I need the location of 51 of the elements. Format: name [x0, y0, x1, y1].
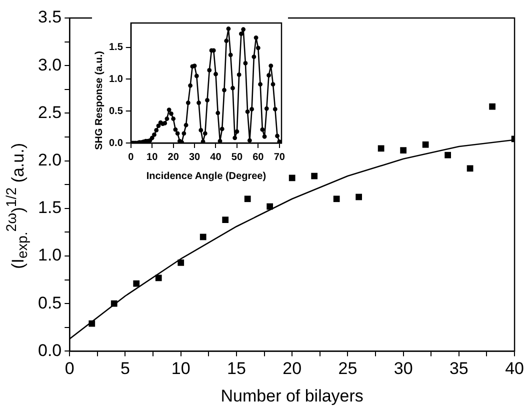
y-tick-label: 1.5	[108, 42, 124, 54]
point	[200, 234, 206, 240]
point	[178, 259, 184, 266]
y-tick-label: 0.5	[38, 293, 62, 312]
x-tick-label: 35	[449, 359, 468, 378]
point	[266, 203, 274, 210]
point	[88, 320, 96, 327]
x-tick-label: 40	[505, 359, 524, 378]
x-tick-label: 50	[231, 152, 243, 163]
point	[400, 147, 406, 154]
x-tick-label: 10	[171, 359, 190, 378]
x-tick-label: 0	[128, 152, 134, 163]
x-tick-label: 30	[394, 359, 413, 378]
y-tick-label: 0.0	[38, 340, 62, 360]
point	[110, 300, 118, 307]
x-axis-title: Number of bilayers	[220, 386, 364, 406]
x-tick-label: 20	[168, 152, 180, 163]
point	[244, 196, 251, 202]
y-tick-label: 2.0	[38, 150, 62, 170]
point	[311, 172, 318, 180]
y-tick-label: 1.5	[38, 198, 62, 218]
y-tick-label: 0.0	[108, 138, 124, 149]
point	[444, 152, 451, 158]
x-tick-label: 25	[338, 359, 358, 378]
y-tick-label: 3.0	[38, 55, 62, 74]
point	[222, 216, 229, 224]
point	[356, 194, 362, 200]
y-tick-label: 0.5	[108, 106, 124, 117]
point	[333, 196, 340, 202]
point	[422, 141, 429, 148]
point	[489, 103, 496, 110]
point	[466, 165, 474, 172]
y-tick-label: 3.5	[38, 8, 62, 27]
x-tick-label: 20	[282, 359, 302, 378]
x-tick-label: 60	[252, 152, 264, 163]
x-tick-label: 15	[227, 359, 246, 378]
x-tick-label: 0	[64, 359, 74, 378]
y-tick-label: 1.0	[108, 74, 124, 85]
point	[155, 274, 162, 282]
x-tick-label: 10	[146, 152, 158, 163]
y-tick-label: 1.0	[38, 246, 62, 265]
y-tick-label: 2.5	[38, 102, 62, 122]
x-tick-label: 5	[120, 359, 130, 378]
x-tick-label: 70	[274, 152, 286, 163]
x-tick-label: 30	[188, 152, 201, 163]
point	[378, 145, 384, 152]
x-tick-label: 40	[210, 152, 222, 163]
point	[133, 280, 140, 287]
point	[288, 174, 296, 182]
y-axis-title: SHG Response (a.u.)	[94, 50, 104, 150]
x-axis-title: Incidence Angle (Degree)	[146, 170, 266, 182]
